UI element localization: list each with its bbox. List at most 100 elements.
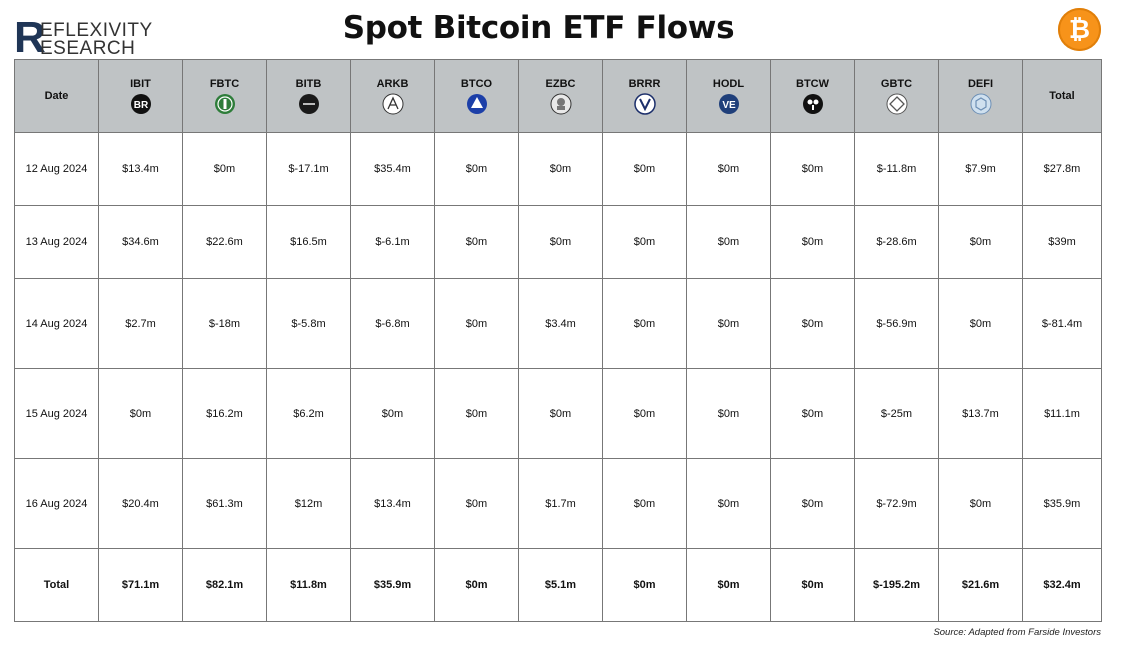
total-cell-defi: $21.6m <box>938 548 1023 622</box>
flow-cell-fbtc: $-18m <box>182 278 267 369</box>
column-label: DEFI <box>967 77 994 90</box>
bitwise-icon <box>267 93 350 115</box>
flow-cell-arkb: $13.4m <box>350 458 435 549</box>
table-row: 16 Aug 2024 $20.4m $61.3m $12m $13.4m $0m $1.7… <box>14 458 1102 549</box>
etf-flows-table: Date IBIT BR FBTC BITB ARKB BTCO EZBC BRRR HODL VE… <box>14 59 1102 622</box>
flow-cell-gbtc: $-11.8m <box>854 132 939 206</box>
column-label: EZBC <box>545 77 576 90</box>
table-body: 12 Aug 2024 $13.4m $0m $-17.1m $35.4m $0m $0m $… <box>14 132 1102 622</box>
flow-cell-btco: $0m <box>434 205 519 279</box>
flow-cell-defi: $0m <box>938 205 1023 279</box>
flow-cell-brrr: $0m <box>602 278 687 369</box>
column-header-total: Total <box>1022 59 1102 133</box>
total-cell-ibit: $71.1m <box>98 548 183 622</box>
hashdex-icon <box>939 93 1022 115</box>
flow-cell-brrr: $0m <box>602 205 687 279</box>
column-label: ARKB <box>376 77 409 90</box>
flow-cell-hodl: $0m <box>686 278 771 369</box>
column-label: BTCO <box>460 77 493 90</box>
source-note: Source: Adapted from Farside Investors <box>933 627 1101 638</box>
column-header-defi: DEFI <box>938 59 1023 133</box>
flow-cell-btcw: $0m <box>770 368 855 459</box>
flow-cell-btco: $0m <box>434 278 519 369</box>
flow-cell-hodl: $0m <box>686 368 771 459</box>
total-cell-fbtc: $82.1m <box>182 548 267 622</box>
flow-cell-bitb: $-17.1m <box>266 132 351 206</box>
franklin-icon <box>519 93 602 115</box>
flow-cell-defi: $0m <box>938 458 1023 549</box>
date-cell: 15 Aug 2024 <box>14 368 99 459</box>
total-cell-btcw: $0m <box>770 548 855 622</box>
flow-cell-arkb: $-6.1m <box>350 205 435 279</box>
logo-initial: R <box>14 13 46 62</box>
flow-cell-gbtc: $-25m <box>854 368 939 459</box>
flow-cell-btco: $0m <box>434 368 519 459</box>
flow-cell-bitb: $-5.8m <box>266 278 351 369</box>
total-cell-btco: $0m <box>434 548 519 622</box>
column-header-date: Date <box>14 59 99 133</box>
flow-cell-brrr: $0m <box>602 132 687 206</box>
flow-cell-btco: $0m <box>434 458 519 549</box>
table-row: 14 Aug 2024 $2.7m $-18m $-5.8m $-6.8m $0m $3.4… <box>14 278 1102 369</box>
flow-cell-hodl: $0m <box>686 458 771 549</box>
column-header-gbtc: GBTC <box>854 59 939 133</box>
flow-cell-ezbc: $0m <box>518 205 603 279</box>
flow-cell-gbtc: $-72.9m <box>854 458 939 549</box>
flow-cell-ezbc: $0m <box>518 368 603 459</box>
flow-cell-hodl: $0m <box>686 205 771 279</box>
flow-cell-bitb: $6.2m <box>266 368 351 459</box>
svg-text:BR: BR <box>133 100 148 111</box>
vaneck-icon: VE <box>687 93 770 115</box>
column-header-ezbc: EZBC <box>518 59 603 133</box>
logo-line-2: ESEARCH <box>40 38 136 59</box>
blackrock-icon: BR <box>99 93 182 115</box>
flow-cell-total: $-81.4m <box>1022 278 1102 369</box>
fidelity-icon <box>183 93 266 115</box>
flow-cell-defi: $7.9m <box>938 132 1023 206</box>
date-cell: 13 Aug 2024 <box>14 205 99 279</box>
page-title: Spot Bitcoin ETF Flows <box>342 10 735 46</box>
column-label: Total <box>1049 89 1075 102</box>
column-label: Date <box>44 89 69 102</box>
invesco-icon <box>435 93 518 115</box>
total-cell-bitb: $11.8m <box>266 548 351 622</box>
logo-line-1: EFLEXIVITY <box>40 20 153 41</box>
flow-cell-ezbc: $1.7m <box>518 458 603 549</box>
column-label: GBTC <box>880 77 913 90</box>
flow-cell-btcw: $0m <box>770 278 855 369</box>
reflexivity-research-logo: R EFLEXIVITY ESEARCH <box>14 13 174 62</box>
flow-cell-arkb: $0m <box>350 368 435 459</box>
flow-cell-bitb: $16.5m <box>266 205 351 279</box>
flow-cell-arkb: $-6.8m <box>350 278 435 369</box>
valkyrie-icon <box>603 92 686 115</box>
flow-cell-btco: $0m <box>434 132 519 206</box>
wisdomtree-icon <box>771 93 854 115</box>
flow-cell-brrr: $0m <box>602 368 687 459</box>
flow-cell-total: $27.8m <box>1022 132 1102 206</box>
flow-cell-fbtc: $61.3m <box>182 458 267 549</box>
table-row: 13 Aug 2024 $34.6m $22.6m $16.5m $-6.1m $0m $0… <box>14 205 1102 279</box>
grayscale-icon <box>855 93 938 115</box>
flow-cell-ibit: $13.4m <box>98 132 183 206</box>
flow-cell-fbtc: $0m <box>182 132 267 206</box>
total-cell-brrr: $0m <box>602 548 687 622</box>
flow-cell-total: $39m <box>1022 205 1102 279</box>
flow-cell-bitb: $12m <box>266 458 351 549</box>
flow-cell-total: $35.9m <box>1022 458 1102 549</box>
column-header-hodl: HODL VE <box>686 59 771 133</box>
flow-cell-defi: $0m <box>938 278 1023 369</box>
flow-cell-btcw: $0m <box>770 132 855 206</box>
flow-cell-btcw: $0m <box>770 205 855 279</box>
ark-icon <box>351 93 434 115</box>
column-header-btcw: BTCW <box>770 59 855 133</box>
total-cell-arkb: $35.9m <box>350 548 435 622</box>
bitcoin-icon: ₿ <box>1058 8 1101 51</box>
table-header-row: Date IBIT BR FBTC BITB ARKB BTCO EZBC BRRR HODL VE… <box>14 59 1102 133</box>
flow-cell-fbtc: $16.2m <box>182 368 267 459</box>
flow-cell-hodl: $0m <box>686 132 771 206</box>
total-cell-gbtc: $-195.2m <box>854 548 939 622</box>
column-header-brrr: BRRR <box>602 59 687 133</box>
flow-cell-ibit: $2.7m <box>98 278 183 369</box>
column-label: HODL <box>712 77 745 90</box>
svg-text:VE: VE <box>722 100 736 111</box>
